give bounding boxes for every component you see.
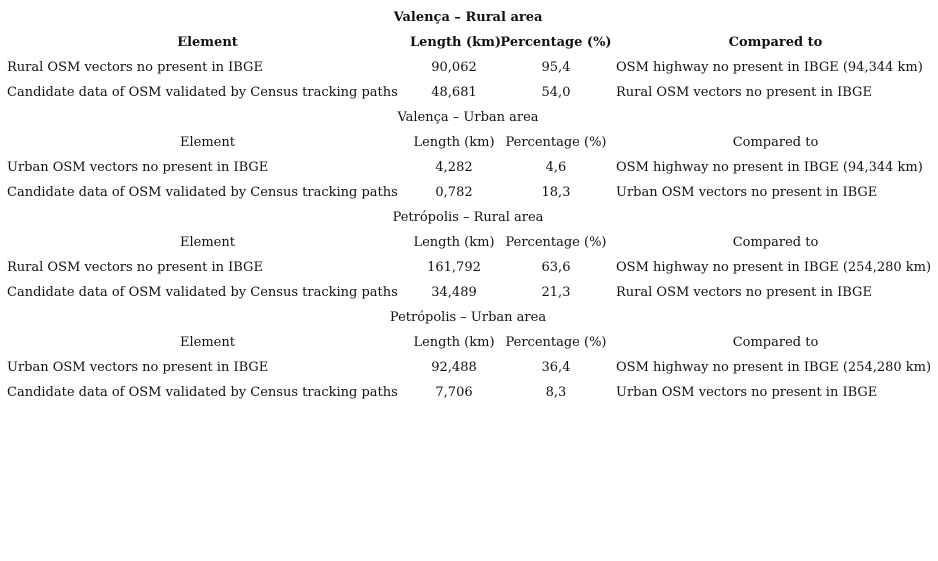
header-row: Element Length (km) Percentage (%) Compa… [5, 330, 935, 355]
table-row: Candidate data of OSM validated by Censu… [5, 180, 935, 205]
header-percentage: Percentage (%) [500, 35, 612, 50]
cell-percentage: 18,3 [541, 185, 571, 200]
cell-percentage: 95,4 [541, 60, 571, 75]
header-percentage: Percentage (%) [505, 335, 607, 350]
cell-element: Urban OSM vectors no present in IBGE [7, 360, 269, 375]
table-row: Rural OSM vectors no present in IBGE 90,… [5, 55, 935, 80]
header-compared-to: Compared to [732, 235, 819, 250]
cell-element: Urban OSM vectors no present in IBGE [7, 160, 269, 175]
cell-percentage: 21,3 [541, 285, 571, 300]
cell-percentage: 36,4 [541, 360, 571, 375]
section-title: Valença – Urban area [397, 110, 539, 125]
section-valenca-urban: Valença – Urban area Element Length (km)… [5, 105, 935, 205]
section-petropolis-rural: Petrópolis – Rural area Element Length (… [5, 205, 935, 305]
cell-length: 161,792 [427, 260, 481, 275]
cell-compared-to: OSM highway no present in IBGE (94,344 k… [616, 60, 923, 75]
cell-compared-to: Rural OSM vectors no present in IBGE [616, 85, 872, 100]
section-title: Petrópolis – Rural area [392, 210, 544, 225]
section-title-row: Petrópolis – Urban area [5, 305, 931, 330]
table-row: Rural OSM vectors no present in IBGE 161… [5, 255, 935, 280]
cell-compared-to: OSM highway no present in IBGE (254,280 … [616, 360, 932, 375]
header-element: Element [180, 235, 235, 250]
header-percentage: Percentage (%) [505, 135, 607, 150]
cell-length: 0,782 [435, 185, 473, 200]
header-length: Length (km) [413, 135, 495, 150]
cell-compared-to: OSM highway no present in IBGE (94,344 k… [616, 160, 923, 175]
results-table: Valença – Rural area Element Length (km)… [5, 5, 935, 405]
section-title-row: Valença – Rural area [5, 5, 931, 30]
cell-percentage: 8,3 [545, 385, 567, 400]
header-element: Element [177, 35, 238, 50]
cell-length: 34,489 [431, 285, 477, 300]
header-length: Length (km) [410, 35, 501, 50]
cell-length: 7,706 [435, 385, 473, 400]
cell-length: 92,488 [431, 360, 477, 375]
cell-element: Rural OSM vectors no present in IBGE [7, 260, 263, 275]
cell-element: Candidate data of OSM validated by Censu… [7, 385, 398, 400]
header-element: Element [180, 335, 235, 350]
header-element: Element [180, 135, 235, 150]
header-compared-to: Compared to [732, 135, 819, 150]
cell-compared-to: Rural OSM vectors no present in IBGE [616, 285, 872, 300]
header-row: Element Length (km) Percentage (%) Compa… [5, 130, 935, 155]
section-petropolis-urban: Petrópolis – Urban area Element Length (… [5, 305, 935, 405]
section-title-row: Valença – Urban area [5, 105, 931, 130]
cell-percentage: 54,0 [541, 85, 571, 100]
section-valenca-rural: Valença – Rural area Element Length (km)… [5, 5, 935, 105]
cell-compared-to: Urban OSM vectors no present in IBGE [616, 385, 878, 400]
section-title: Valença – Rural area [393, 10, 543, 25]
cell-length: 48,681 [431, 85, 477, 100]
header-compared-to: Compared to [728, 35, 823, 50]
cell-length: 90,062 [431, 60, 477, 75]
table-row: Urban OSM vectors no present in IBGE 4,2… [5, 155, 935, 180]
section-title-row: Petrópolis – Rural area [5, 205, 931, 230]
cell-length: 4,282 [435, 160, 473, 175]
table-row: Candidate data of OSM validated by Censu… [5, 280, 935, 305]
header-length: Length (km) [413, 235, 495, 250]
cell-compared-to: Urban OSM vectors no present in IBGE [616, 185, 878, 200]
header-compared-to: Compared to [732, 335, 819, 350]
cell-element: Candidate data of OSM validated by Censu… [7, 85, 398, 100]
section-title: Petrópolis – Urban area [389, 310, 547, 325]
header-length: Length (km) [413, 335, 495, 350]
table-row: Candidate data of OSM validated by Censu… [5, 380, 935, 405]
cell-element: Candidate data of OSM validated by Censu… [7, 285, 398, 300]
header-row: Element Length (km) Percentage (%) Compa… [5, 230, 935, 255]
cell-element: Rural OSM vectors no present in IBGE [7, 60, 263, 75]
table-row: Candidate data of OSM validated by Censu… [5, 80, 935, 105]
cell-compared-to: OSM highway no present in IBGE (254,280 … [616, 260, 932, 275]
table-row: Urban OSM vectors no present in IBGE 92,… [5, 355, 935, 380]
cell-percentage: 4,6 [545, 160, 567, 175]
cell-element: Candidate data of OSM validated by Censu… [7, 185, 398, 200]
header-percentage: Percentage (%) [505, 235, 607, 250]
cell-percentage: 63,6 [541, 260, 571, 275]
header-row: Element Length (km) Percentage (%) Compa… [5, 30, 935, 55]
